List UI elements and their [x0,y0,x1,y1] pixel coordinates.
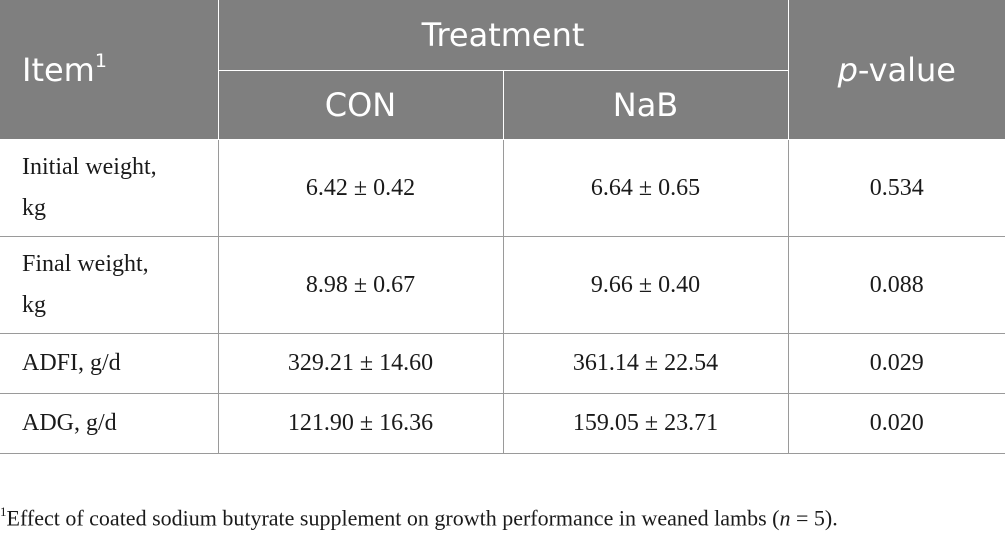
p-value-italic: p [837,50,858,89]
item-line-1: Final weight, [22,251,149,277]
table-row: Initial weight, kg 6.42 ± 0.42 6.64 ± 0.6… [0,139,1005,237]
footnote-text-start: Effect of coated sodium butyrate supplem… [6,505,780,531]
p-value-cell: 0.534 [787,139,1005,237]
header-row-2: CON NaB [0,70,1005,140]
treatment-header: Treatment [217,0,789,71]
p-value-cell: 0.020 [787,393,1005,454]
footnote-text-end: = 5). [790,505,838,531]
con-cell: 121.90 ± 16.36 [217,393,504,454]
p-value-cell: 0.088 [787,236,1005,334]
growth-performance-table: Item1 Treatment p-value CON NaB Initial … [0,0,1005,454]
item-cell: ADG, g/d [0,393,219,454]
item-line-2: kg [22,292,46,318]
header-row-1: Item1 Treatment p-value [0,0,1005,140]
p-value-cell: 0.029 [787,333,1005,394]
con-cell: 8.98 ± 0.67 [217,236,504,334]
table-row: ADG, g/d 121.90 ± 16.36 159.05 ± 23.71 0… [0,393,1005,454]
item-cell: ADFI, g/d [0,333,219,394]
item-cell: Final weight, kg [0,236,219,334]
p-value-header: p-value [787,0,1005,140]
table-row: Final weight, kg 8.98 ± 0.67 9.66 ± 0.40 … [0,236,1005,334]
item-cell: Initial weight, kg [0,139,219,237]
con-cell: 329.21 ± 14.60 [217,333,504,394]
nab-header: NaB [502,70,789,140]
item-line-2: kg [22,195,46,221]
con-header: CON [218,70,504,140]
table-body: Initial weight, kg 6.42 ± 0.42 6.64 ± 0.6… [0,139,1005,454]
table-header: Item1 Treatment p-value CON NaB [0,0,1005,140]
nab-cell: 159.05 ± 23.71 [502,393,789,454]
p-value-suffix: -value [857,50,956,89]
table-row: ADFI, g/d 329.21 ± 14.60 361.14 ± 22.54 … [0,333,1005,394]
item-line-1: Initial weight, [22,154,157,180]
item-header-superscript: 1 [94,49,107,72]
nab-cell: 9.66 ± 0.40 [502,236,789,334]
con-cell: 6.42 ± 0.42 [217,139,504,237]
nab-cell: 361.14 ± 22.54 [502,333,789,394]
footnote-marker: 1 [0,504,7,519]
item-header-label: Item [22,50,95,89]
nab-cell: 6.64 ± 0.65 [502,139,789,237]
footnote-n-italic: n [779,505,791,531]
item-header: Item1 [0,0,219,140]
table-footnote: 1Effect of coated sodium butyrate supple… [0,504,838,531]
